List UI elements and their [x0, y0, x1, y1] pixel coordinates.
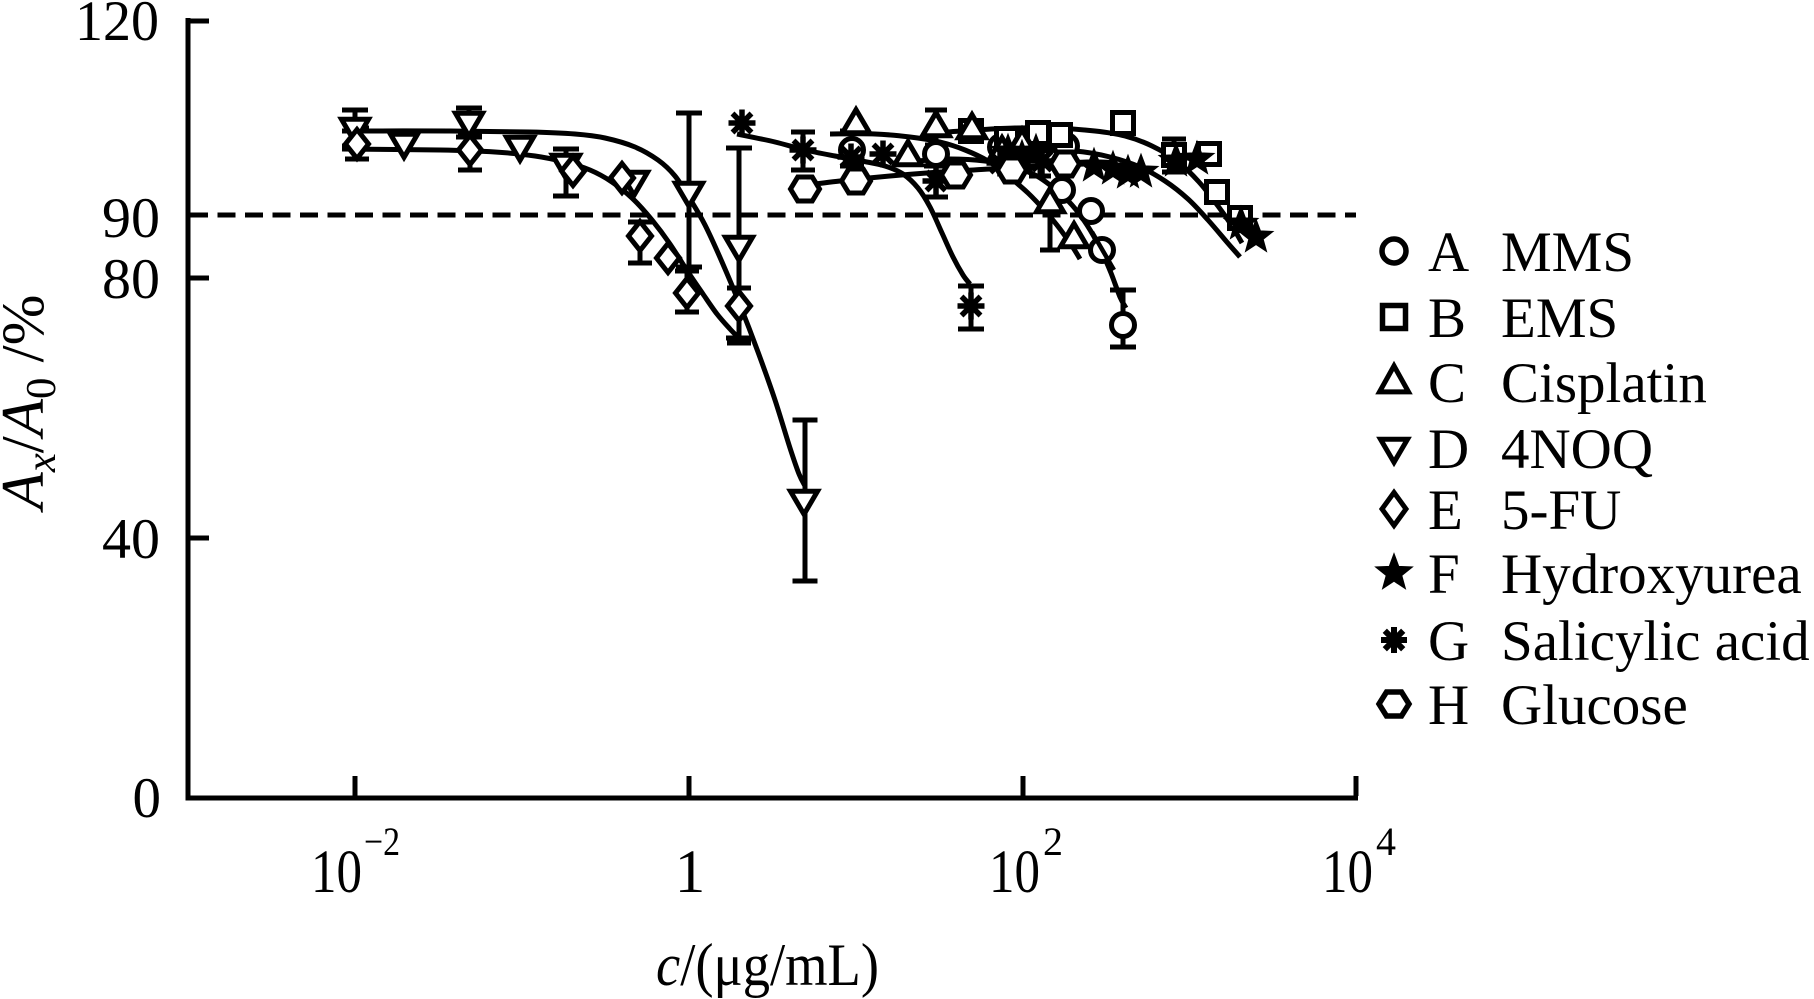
- svg-text:G: G: [1428, 610, 1469, 673]
- svg-text:Ax/A0 /%: Ax/A0 /%: [0, 295, 65, 514]
- svg-text:10: 10: [1322, 839, 1373, 906]
- svg-text:Glucose: Glucose: [1501, 674, 1688, 737]
- svg-text:Cisplatin: Cisplatin: [1501, 352, 1707, 415]
- svg-text:A: A: [1428, 221, 1469, 284]
- svg-text:D: D: [1428, 418, 1469, 481]
- svg-text:c/(μg/mL): c/(μg/mL): [656, 932, 879, 998]
- svg-text:−2: −2: [364, 819, 400, 864]
- svg-text:E: E: [1428, 479, 1463, 542]
- svg-text:0: 0: [133, 767, 162, 830]
- svg-text:MMS: MMS: [1501, 221, 1634, 284]
- svg-text:Salicylic acid: Salicylic acid: [1501, 610, 1810, 673]
- svg-text:10: 10: [311, 839, 362, 906]
- svg-text:1: 1: [675, 839, 706, 906]
- svg-text:H: H: [1428, 674, 1469, 737]
- svg-text:4NOQ: 4NOQ: [1501, 418, 1653, 481]
- svg-text:120: 120: [75, 0, 159, 53]
- svg-text:4: 4: [1376, 819, 1396, 864]
- svg-text:EMS: EMS: [1501, 287, 1618, 350]
- svg-text:10: 10: [989, 839, 1040, 906]
- svg-text:F: F: [1428, 543, 1460, 606]
- svg-text:2: 2: [1043, 819, 1063, 864]
- svg-text:C: C: [1428, 352, 1466, 415]
- svg-text:B: B: [1428, 287, 1466, 350]
- svg-text:Hydroxyurea: Hydroxyurea: [1501, 543, 1802, 606]
- svg-text:80: 80: [102, 248, 160, 311]
- svg-text:90: 90: [102, 187, 160, 250]
- svg-text:5-FU: 5-FU: [1501, 479, 1621, 542]
- svg-text:40: 40: [102, 508, 160, 571]
